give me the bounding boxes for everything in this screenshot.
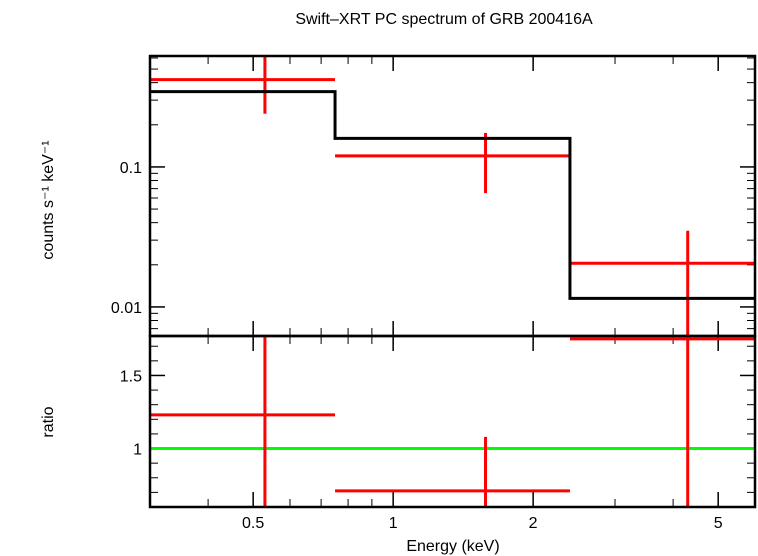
spectrum-y-tick-label: 0.01 bbox=[111, 300, 142, 317]
x-tick-label: 2 bbox=[529, 515, 538, 532]
spectrum-y-tick-label: 0.1 bbox=[120, 160, 142, 177]
ratio-panel-frame bbox=[148, 334, 757, 509]
ratio-y-axis-label: ratio bbox=[40, 406, 57, 437]
chart-title: Swift–XRT PC spectrum of GRB 200416A bbox=[295, 11, 593, 28]
x-tick-label: 1 bbox=[389, 515, 398, 532]
spectrum-y-axis-label: counts s⁻¹ keV⁻¹ bbox=[40, 140, 57, 259]
x-tick-label: 0.5 bbox=[242, 515, 264, 532]
x-axis-label: Energy (keV) bbox=[406, 538, 499, 555]
ratio-y-tick-label: 1.5 bbox=[120, 368, 142, 385]
spectrum-model-step bbox=[150, 90, 755, 300]
spectrum-panel-frame bbox=[148, 54, 757, 338]
ratio-y-tick-label: 1 bbox=[133, 442, 142, 459]
x-tick-label: 5 bbox=[714, 515, 723, 532]
